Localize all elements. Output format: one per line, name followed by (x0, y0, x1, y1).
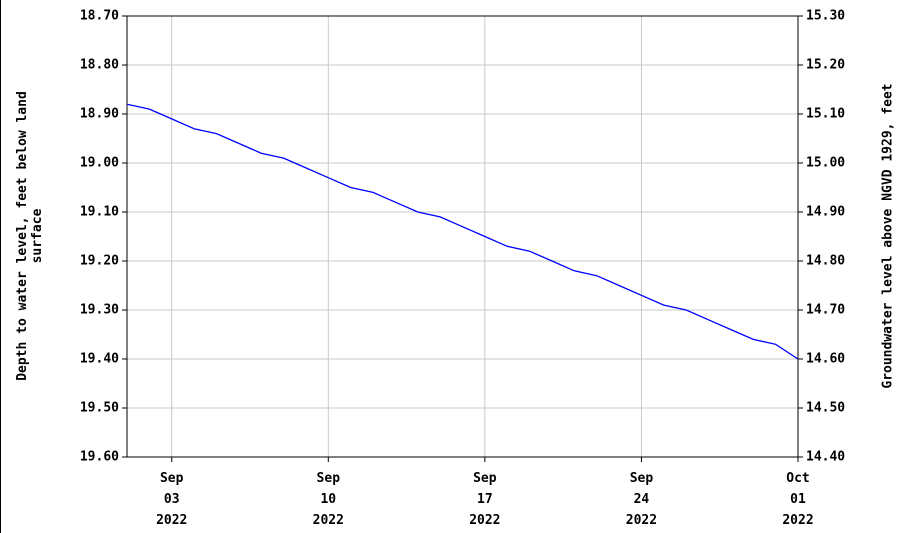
y-tick-label: 19.30 (80, 303, 119, 318)
y2-axis-label: Groundwater level above NGVD 1929, feet (881, 83, 896, 388)
y-tick-label: 18.90 (80, 107, 119, 122)
y2-tick-label: 15.30 (806, 9, 845, 24)
y-tick-label: 19.00 (80, 156, 119, 171)
y2-tick-label: 15.00 (806, 156, 845, 171)
x-tick-label: Sep 03 2022 (156, 471, 187, 528)
y2-tick-label: 14.70 (806, 303, 845, 318)
y2-tick-label: 15.10 (806, 107, 845, 122)
data-line (126, 103, 799, 360)
plot-frame (126, 15, 799, 458)
x-tick-label: Sep 17 2022 (469, 471, 500, 528)
y-tick-label: 19.60 (80, 450, 119, 465)
y-tick-label: 19.20 (80, 254, 119, 269)
y-tick-label: 18.70 (80, 9, 119, 24)
x-tick-label: Sep 24 2022 (626, 471, 657, 528)
x-tick-label: Oct 01 2022 (782, 471, 813, 528)
y2-tick-label: 14.60 (806, 352, 845, 367)
y-tick-label: 19.50 (80, 401, 119, 416)
y-tick-label: 19.40 (80, 352, 119, 367)
y-tick-label: 18.80 (80, 58, 119, 73)
y2-tick-label: 14.90 (806, 205, 845, 220)
y-tick-label: 19.10 (80, 205, 119, 220)
grid (127, 15, 799, 458)
y2-tick-label: 14.80 (806, 254, 845, 269)
y-axis-label: Depth to water level, feet below landsur… (15, 91, 45, 381)
y2-tick-label: 15.20 (806, 58, 845, 73)
y2-tick-label: 14.40 (806, 450, 845, 465)
x-tick-label: Sep 10 2022 (313, 471, 344, 528)
y2-tick-label: 14.50 (806, 401, 845, 416)
